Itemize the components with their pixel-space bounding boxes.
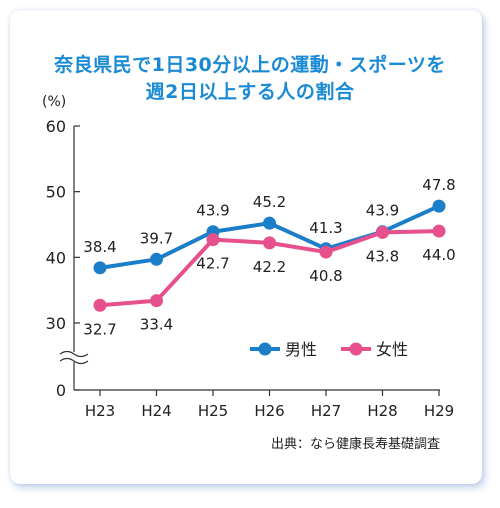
y-tick-label: 50 xyxy=(46,183,66,202)
x-tick-label: H26 xyxy=(254,402,284,420)
legend-marker xyxy=(258,342,272,356)
source-note: 出典：なら健康長寿基礎調査 xyxy=(271,436,440,452)
x-tick-label: H28 xyxy=(367,402,397,420)
x-tick-label: H23 xyxy=(85,402,115,420)
data-point-male xyxy=(93,261,107,275)
data-point-male xyxy=(150,252,163,266)
data-label-male: 47.8 xyxy=(422,176,455,194)
data-label-female: 42.7 xyxy=(196,255,229,273)
data-point-female xyxy=(150,294,163,308)
data-label-male: 43.9 xyxy=(366,202,399,220)
axis-break-mark-lower xyxy=(59,357,89,365)
axis-break-mark-upper xyxy=(59,350,89,358)
data-point-female xyxy=(206,233,220,247)
data-label-female: 44.0 xyxy=(422,246,455,264)
data-label-male: 38.4 xyxy=(83,238,116,256)
data-label-male: 39.7 xyxy=(140,229,173,247)
data-label-male: 41.3 xyxy=(309,219,342,237)
data-point-female xyxy=(376,225,389,239)
legend-label: 男性 xyxy=(285,340,317,359)
x-tick-label: H29 xyxy=(424,402,454,420)
x-tick-label: H24 xyxy=(141,402,171,420)
data-point-female xyxy=(263,236,276,250)
data-label-female: 40.8 xyxy=(309,267,342,285)
data-point-male xyxy=(263,216,276,230)
x-tick-label: H27 xyxy=(311,402,341,420)
data-point-female xyxy=(432,224,446,238)
data-label-female: 42.2 xyxy=(253,258,286,276)
chart-title-line-1: 奈良県民で1日30分以上の運動・スポーツを xyxy=(54,54,446,76)
y-tick-label: 40 xyxy=(46,248,66,267)
chart-card xyxy=(10,10,482,484)
data-point-female xyxy=(93,298,107,312)
x-tick-label: H25 xyxy=(198,402,228,420)
data-label-female: 32.7 xyxy=(83,320,116,338)
data-point-male xyxy=(432,199,446,213)
y-tick-label: 30 xyxy=(46,314,66,333)
data-point-female xyxy=(319,245,333,259)
legend-label: 女性 xyxy=(376,340,408,359)
y-unit-label: (%) xyxy=(42,94,66,110)
y-tick-label: 60 xyxy=(46,117,66,136)
data-label-female: 43.8 xyxy=(366,247,399,265)
data-label-male: 45.2 xyxy=(253,193,286,211)
chart-title-line-2: 週2日以上する人の割合 xyxy=(145,81,355,103)
legend-marker xyxy=(349,342,363,356)
data-label-female: 33.4 xyxy=(140,316,173,334)
y-tick-label: 0 xyxy=(56,381,66,400)
data-label-male: 43.9 xyxy=(196,202,229,220)
